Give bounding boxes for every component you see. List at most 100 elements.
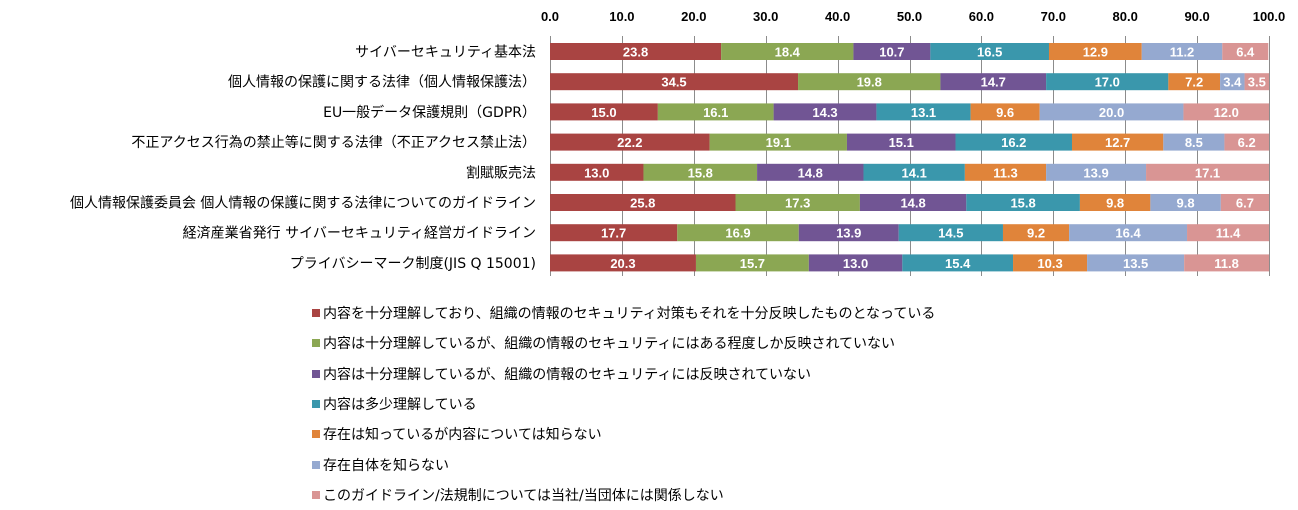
- data-label: 10.3: [1037, 256, 1062, 271]
- data-label: 11.4: [1216, 226, 1241, 241]
- bar-segment: [1187, 224, 1269, 242]
- data-label: 15.1: [889, 135, 914, 150]
- bar-segment: [1222, 43, 1269, 60]
- x-tick-label: 50.0: [897, 9, 922, 24]
- x-tick-label: 20.0: [681, 9, 706, 24]
- data-label: 16.5: [977, 45, 1002, 60]
- data-label: 9.8: [1106, 196, 1124, 211]
- bar-segment: [1046, 163, 1147, 181]
- bar-segment: [709, 133, 847, 151]
- data-label: 14.3: [812, 105, 837, 120]
- data-label: 7.2: [1185, 75, 1203, 90]
- data-label: 3.4: [1223, 75, 1242, 90]
- data-label: 13.1: [911, 105, 936, 120]
- bar-segment: [1224, 133, 1269, 151]
- legend-item: 内容を十分理解しており、組織の情報のセキュリティ対策もそれを十分反映したものとな…: [312, 298, 935, 328]
- data-label: 11.2: [1170, 45, 1195, 60]
- x-tick-label: 30.0: [753, 9, 778, 24]
- data-label: 11.3: [993, 165, 1018, 180]
- bar-segment: [940, 73, 1047, 91]
- data-label: 6.2: [1238, 135, 1256, 150]
- data-label: 15.0: [591, 105, 616, 120]
- legend-item: 内容は十分理解しているが、組織の情報のセキュリティには反映されていない: [312, 359, 935, 389]
- x-tick-label: 70.0: [1041, 9, 1066, 24]
- data-label: 22.2: [617, 135, 642, 150]
- bar-segment: [876, 103, 971, 121]
- data-label: 14.8: [900, 196, 925, 211]
- bar-segment: [1002, 224, 1070, 242]
- data-label: 15.8: [1010, 196, 1035, 211]
- bar-segment: [550, 133, 710, 151]
- legend-swatch: [312, 430, 320, 439]
- legend-item: 内容は十分理解しているが、組織の情報のセキュリティにはある程度しか反映されていな…: [312, 328, 935, 358]
- data-label: 9.2: [1027, 226, 1045, 241]
- data-label: 16.9: [725, 226, 750, 241]
- data-label: 19.8: [857, 75, 882, 90]
- data-label: 25.8: [630, 196, 655, 211]
- bar-segment: [1071, 133, 1164, 151]
- data-label: 16.2: [1001, 135, 1026, 150]
- bar-segment: [964, 163, 1047, 181]
- bar-segment: [798, 73, 941, 91]
- bar-segment: [1146, 163, 1269, 181]
- bar-segment: [735, 194, 860, 211]
- bar-segment: [1087, 254, 1185, 272]
- data-label: 20.0: [1099, 105, 1124, 120]
- data-label: 12.7: [1105, 135, 1130, 150]
- legend-label: このガイドライン/法規制については当社/当団体には関係しない: [323, 487, 724, 504]
- bar-segment: [1046, 73, 1169, 91]
- bar-segment: [550, 254, 696, 272]
- data-labels: 23.8 18.4 10.7 16.5 12.9 11.2 6.4 34.5 19.8 14.7 1…: [584, 45, 1266, 271]
- data-label: 11.8: [1214, 256, 1239, 271]
- legend-item: 内容は多少理解している: [312, 389, 935, 419]
- data-label: 13.5: [1123, 256, 1148, 271]
- bar-segment: [1069, 224, 1188, 242]
- data-label: 17.1: [1195, 165, 1220, 180]
- legend-swatch: [312, 460, 320, 469]
- legend: 内容を十分理解しており、組織の情報のセキュリティ対策もそれを十分反映したものとな…: [312, 298, 935, 510]
- bar-segment: [550, 73, 799, 91]
- data-label: 14.7: [981, 75, 1006, 90]
- data-label: 6.7: [1236, 196, 1254, 211]
- data-label: 14.1: [902, 165, 927, 180]
- bar-segment: [550, 224, 678, 242]
- stacked-bar-chart: 0.0 10.0 20.0 30.0 40.0 50.0 60.0 70.0 80.0 90.0 1…: [70, 9, 1286, 276]
- bar-segment: [1184, 254, 1269, 272]
- bar-segment: [859, 194, 967, 211]
- legend-swatch: [312, 400, 320, 409]
- category-label: 個人情報保護委員会 個人情報の保護に関する法律についてのガイドライン: [70, 196, 536, 212]
- bar-segment: [550, 194, 736, 211]
- data-label: 16.1: [703, 105, 728, 120]
- legend-item: 存在は知っているが内容については知らない: [312, 419, 935, 449]
- data-label: 17.3: [785, 196, 810, 211]
- data-label: 15.8: [688, 165, 713, 180]
- bar-segment: [550, 103, 658, 121]
- x-tick-label: 0.0: [541, 9, 559, 24]
- legend-item: 存在自体を知らない: [312, 449, 935, 479]
- data-label: 13.0: [843, 256, 868, 271]
- legend-label: 存在は知っているが内容については知らない: [323, 427, 602, 444]
- bar-segment: [1048, 43, 1142, 60]
- bar-segment: [695, 254, 809, 272]
- data-label: 15.7: [740, 256, 765, 271]
- bar-segment: [773, 103, 877, 121]
- data-label: 17.7: [601, 226, 626, 241]
- x-tick-label: 100.0: [1253, 9, 1286, 24]
- bar-segment: [643, 163, 758, 181]
- x-tick-label: 90.0: [1184, 9, 1209, 24]
- data-label: 13.9: [1083, 165, 1108, 180]
- legend-label: 内容は多少理解している: [323, 397, 477, 414]
- bar-segment: [1039, 103, 1184, 121]
- data-label: 20.3: [610, 256, 635, 271]
- category-label: 不正アクセス行為の禁止等に関する法律（不正アクセス禁止法）: [131, 134, 536, 151]
- data-label: 19.1: [766, 135, 791, 150]
- legend-item: このガイドライン/法規制については当社/当団体には関係しない: [312, 480, 935, 510]
- x-tick-label: 40.0: [825, 9, 850, 24]
- bar-segment: [657, 103, 774, 121]
- bar-segment: [902, 254, 1014, 272]
- data-label: 14.8: [798, 165, 823, 180]
- bar-segment: [970, 103, 1040, 121]
- category-label: プライバシーマーク制度(JIS Q 15001): [290, 256, 536, 272]
- legend-swatch: [312, 369, 320, 378]
